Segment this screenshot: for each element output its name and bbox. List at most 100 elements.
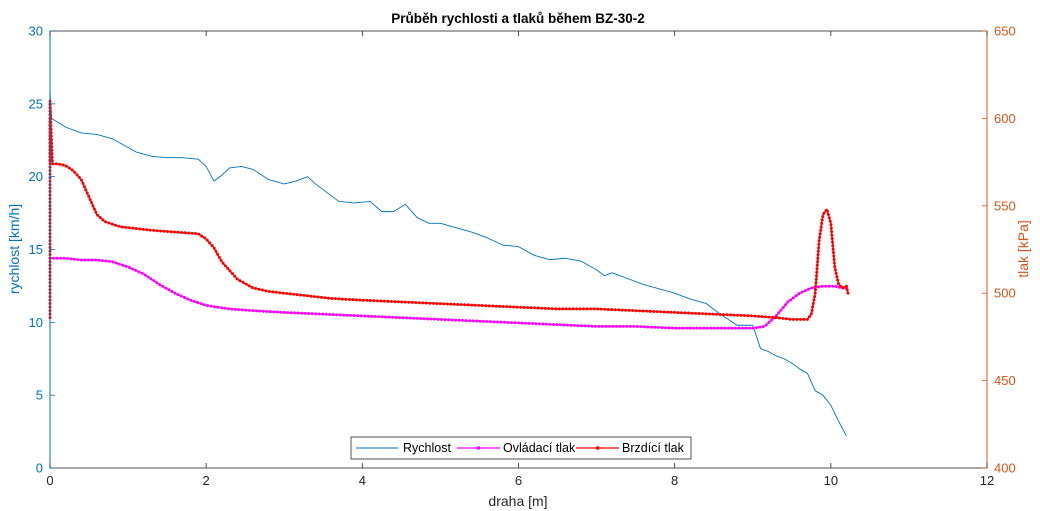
data-point-ovladaci: [551, 322, 555, 326]
data-point-ovladaci: [733, 326, 737, 330]
y-left-tick-label: 0: [36, 461, 43, 476]
data-point-brzdici: [519, 305, 523, 309]
data-point-brzdici: [788, 317, 792, 321]
data-point-ovladaci: [698, 326, 702, 330]
data-point-brzdici: [571, 307, 575, 311]
data-point-ovladaci: [265, 309, 269, 313]
data-point-ovladaci: [240, 308, 244, 312]
data-point-ovladaci: [454, 318, 458, 322]
data-point-brzdici: [829, 223, 833, 227]
data-point-brzdici: [456, 302, 460, 306]
data-point-brzdici: [554, 307, 558, 311]
data-point-ovladaci: [726, 326, 730, 330]
data-point-ovladaci: [656, 325, 660, 329]
data-point-brzdici: [585, 307, 589, 311]
legend-marker-brzdici: [595, 446, 600, 450]
data-point-brzdici: [431, 301, 435, 305]
data-point-brzdici: [254, 287, 258, 291]
data-point-brzdici: [51, 162, 55, 166]
data-point-brzdici: [50, 159, 54, 163]
data-point-ovladaci: [216, 305, 220, 309]
data-point-brzdici: [666, 310, 670, 314]
data-point-ovladaci: [429, 317, 433, 321]
data-point-brzdici: [50, 141, 54, 145]
data-point-ovladaci: [688, 326, 692, 330]
data-point-ovladaci: [579, 324, 583, 328]
data-point-brzdici: [508, 305, 512, 309]
data-point-ovladaci: [769, 318, 773, 322]
data-point-ovladaci: [209, 304, 213, 308]
data-point-brzdici: [110, 222, 114, 226]
data-point-ovladaci: [779, 308, 783, 312]
data-point-ovladaci: [176, 293, 180, 297]
data-point-ovladaci: [143, 273, 147, 277]
data-point-brzdici: [834, 271, 838, 275]
data-point-ovladaci: [314, 312, 318, 316]
data-point-ovladaci: [572, 323, 576, 327]
data-point-brzdici: [473, 303, 477, 307]
data-point-ovladaci: [408, 316, 412, 320]
data-point-brzdici: [515, 305, 519, 309]
x-tick-label: 2: [203, 473, 210, 488]
data-point-brzdici: [428, 301, 432, 305]
data-point-brzdici: [92, 207, 96, 211]
data-point-ovladaci: [797, 292, 801, 296]
data-point-brzdici: [811, 301, 815, 305]
data-point-brzdici: [826, 213, 830, 217]
data-point-ovladaci: [806, 287, 810, 291]
data-point-ovladaci: [674, 326, 678, 330]
data-point-ovladaci: [639, 325, 643, 329]
data-point-brzdici: [815, 263, 819, 267]
data-point-brzdici: [529, 306, 533, 310]
data-point-ovladaci: [524, 321, 528, 325]
data-point-ovladaci: [199, 302, 203, 306]
data-point-ovladaci: [398, 316, 402, 320]
data-point-brzdici: [134, 227, 138, 231]
x-tick-label: 8: [671, 473, 678, 488]
data-point-brzdici: [281, 291, 285, 295]
x-tick-label: 12: [980, 473, 994, 488]
y-left-tick-label: 5: [36, 388, 43, 403]
data-point-brzdici: [743, 314, 746, 318]
data-point-brzdici: [561, 307, 565, 311]
data-point-ovladaci: [747, 326, 751, 330]
data-point-ovladaci: [158, 283, 162, 287]
data-point-brzdici: [459, 303, 463, 307]
data-point-ovladaci: [834, 285, 838, 288]
data-point-brzdici: [805, 317, 809, 321]
data-point-brzdici: [841, 286, 845, 290]
data-point-ovladaci: [186, 297, 190, 301]
data-point-ovladaci: [114, 261, 118, 265]
data-point-brzdici: [484, 304, 488, 308]
x-tick-label: 6: [515, 473, 522, 488]
data-point-ovladaci: [401, 316, 405, 320]
data-point-brzdici: [836, 282, 840, 286]
data-point-brzdici: [410, 300, 414, 304]
data-point-ovladaci: [328, 312, 332, 316]
data-point-brzdici: [831, 247, 835, 251]
data-point-brzdici: [238, 279, 242, 283]
chart-title: Průběh rychlosti a tlaků během BZ-30-2: [391, 11, 645, 26]
data-point-brzdici: [487, 304, 491, 308]
data-point-brzdici: [784, 317, 788, 321]
data-point-ovladaci: [83, 258, 87, 262]
data-point-brzdici: [814, 277, 818, 281]
data-point-ovladaci: [538, 322, 541, 326]
data-point-brzdici: [61, 163, 65, 167]
data-point-brzdici: [183, 231, 187, 235]
data-point-brzdici: [833, 268, 837, 272]
data-point-brzdici: [141, 227, 145, 231]
data-point-brzdici: [217, 255, 221, 259]
data-point-brzdici: [333, 297, 337, 301]
data-point-brzdici: [817, 242, 821, 246]
data-point-brzdici: [498, 304, 502, 308]
data-point-brzdici: [596, 307, 600, 311]
data-point-ovladaci: [219, 306, 223, 310]
data-point-brzdici: [295, 293, 299, 297]
data-point-brzdici: [424, 301, 428, 305]
data-point-brzdici: [814, 284, 818, 288]
data-point-brzdici: [299, 293, 303, 297]
data-point-ovladaci: [307, 312, 311, 316]
data-point-ovladaci: [611, 324, 615, 328]
data-point-brzdici: [832, 254, 836, 258]
